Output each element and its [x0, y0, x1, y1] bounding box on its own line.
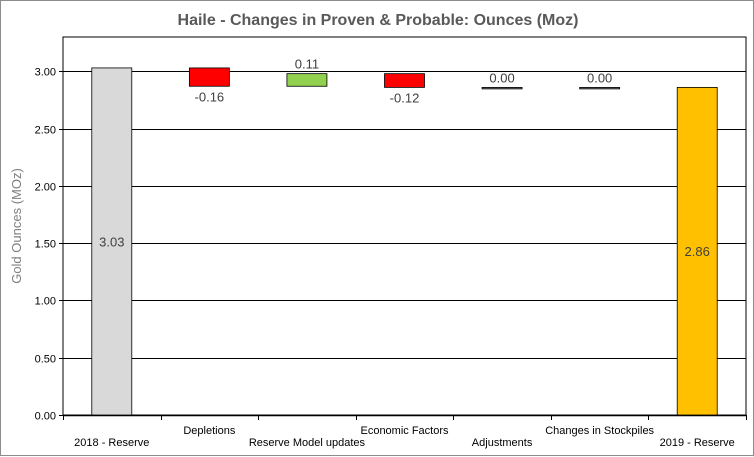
data-label: 0.00 [489, 70, 514, 85]
x-tick-label: 2019 - Reserve [660, 437, 735, 449]
data-label: 0.00 [587, 70, 612, 85]
x-tick-label: Reserve Model updates [249, 437, 366, 449]
bar-depletions [188, 67, 230, 87]
data-label: -0.12 [390, 90, 420, 105]
y-axis-label: Gold Ounces (MOz) [9, 168, 24, 284]
data-label: 2.86 [685, 244, 710, 259]
bar-adjustments [481, 87, 523, 90]
y-tick-label: 2.50 [35, 125, 56, 137]
x-tick-label: Changes in Stockpiles [545, 425, 654, 437]
data-label: 3.03 [99, 234, 124, 249]
x-tick-label: Depletions [183, 425, 235, 437]
chart-title: Haile - Changes in Proven & Probable: Ou… [178, 12, 579, 29]
x-tick-label: Adjustments [472, 437, 533, 449]
y-tick-label: 2.00 [35, 182, 56, 194]
bar-2019-reserve [676, 87, 718, 416]
data-label: 0.11 [295, 57, 319, 72]
y-tick-label: 0.00 [35, 411, 56, 423]
y-tick-label: 0.50 [35, 354, 56, 366]
bar-2018-reserve [91, 67, 133, 416]
x-tick-label: Economic Factors [360, 425, 449, 437]
bar-economic-factors [384, 73, 425, 88]
bar-reserve-model-updates [286, 73, 328, 87]
data-label: -0.16 [195, 89, 225, 104]
bar-changes-in-stockpiles [579, 87, 621, 90]
plot-area: 0.00 0.50 1.00 1.50 2.00 2.50 3.00 3.03 2018 - R… [35, 36, 747, 449]
y-tick-label: 1.00 [35, 296, 56, 308]
x-tick-label: 2018 - Reserve [74, 437, 149, 449]
y-tick-label: 3.00 [35, 67, 56, 79]
y-tick-label: 1.50 [35, 239, 56, 251]
